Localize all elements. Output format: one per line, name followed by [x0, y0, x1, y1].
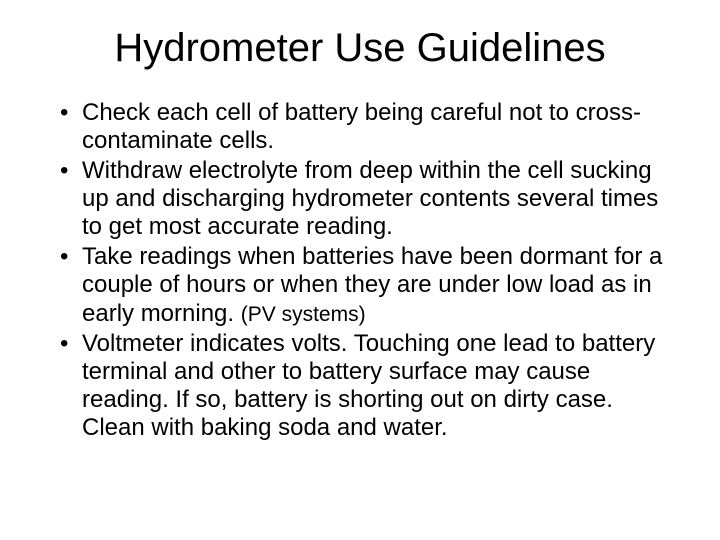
list-item: Take readings when batteries have been d…: [60, 243, 676, 327]
slide: Hydrometer Use Guidelines Check each cel…: [0, 0, 720, 540]
list-item: Check each cell of battery being careful…: [60, 99, 676, 155]
bullet-text-small: (PV systems): [241, 303, 366, 326]
bullet-text: Withdraw electrolyte from deep within th…: [82, 157, 658, 240]
slide-title: Hydrometer Use Guidelines: [44, 26, 676, 71]
bullet-list: Check each cell of battery being careful…: [44, 99, 676, 442]
bullet-text: Check each cell of battery being careful…: [82, 99, 641, 154]
bullet-text: Voltmeter indicates volts. Touching one …: [82, 330, 655, 441]
bullet-text: Take readings when batteries have been d…: [82, 243, 662, 326]
list-item: Withdraw electrolyte from deep within th…: [60, 157, 676, 241]
list-item: Voltmeter indicates volts. Touching one …: [60, 330, 676, 442]
